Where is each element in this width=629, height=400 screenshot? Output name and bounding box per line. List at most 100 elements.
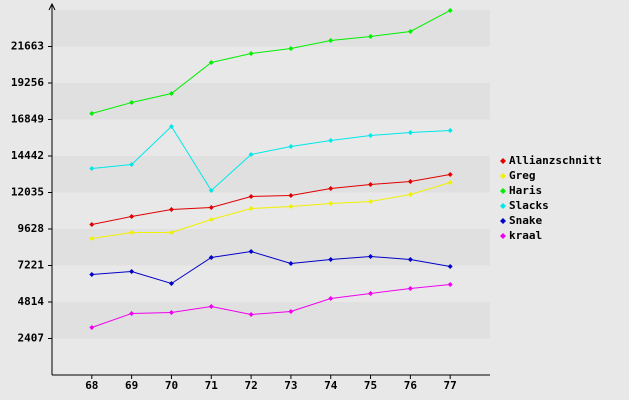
data-point	[208, 187, 214, 193]
data-point	[248, 151, 254, 157]
plot-stripe	[52, 156, 490, 193]
x-tick-label: 71	[205, 379, 219, 392]
legend-marker	[500, 203, 506, 209]
data-point	[288, 308, 294, 314]
data-point	[248, 50, 254, 56]
data-point	[328, 256, 334, 262]
plot-stripe	[52, 46, 490, 83]
legend-label: Snake	[509, 214, 542, 227]
data-point	[129, 161, 135, 167]
data-point	[89, 221, 95, 227]
y-tick-label: 16849	[11, 113, 44, 126]
data-point	[328, 185, 334, 191]
data-point	[407, 28, 413, 34]
plot-stripe	[52, 10, 490, 47]
data-point	[208, 303, 214, 309]
data-point	[407, 129, 413, 135]
data-point	[89, 271, 95, 277]
data-point	[129, 268, 135, 274]
data-point	[368, 33, 374, 39]
y-tick-label: 4814	[18, 295, 45, 308]
data-point	[168, 309, 174, 315]
data-point	[129, 213, 135, 219]
plot-stripe	[52, 119, 490, 156]
plot-stripe	[52, 229, 490, 266]
data-point	[447, 7, 453, 13]
plot-stripe	[52, 265, 490, 302]
legend-marker	[500, 158, 506, 164]
plot-stripe	[52, 338, 490, 375]
data-point	[447, 179, 453, 185]
data-point	[407, 256, 413, 262]
series-line	[91, 173, 451, 225]
data-point	[447, 282, 453, 288]
series-line	[91, 182, 451, 239]
legend-marker	[500, 173, 506, 179]
data-point	[288, 203, 294, 209]
data-point	[368, 198, 374, 204]
legend-label: Greg	[509, 169, 536, 182]
data-point	[89, 110, 95, 116]
data-point	[208, 254, 214, 260]
data-point	[447, 127, 453, 133]
x-tick-label: 69	[125, 379, 138, 392]
data-point	[168, 90, 174, 96]
x-tick-label: 75	[364, 379, 377, 392]
data-point	[407, 178, 413, 184]
legend-label: Slacks	[509, 199, 549, 212]
legend-marker	[500, 218, 506, 224]
legend-marker	[500, 233, 506, 239]
y-tick-label: 9628	[18, 222, 45, 235]
x-tick-label: 77	[444, 379, 457, 392]
series-line	[91, 250, 451, 285]
data-point	[89, 324, 95, 330]
data-point	[248, 311, 254, 317]
x-tick-label: 68	[85, 379, 98, 392]
legend-label: Allianzschnitt	[509, 154, 602, 167]
legend-label: kraal	[509, 229, 542, 242]
data-point	[368, 181, 374, 187]
data-point	[288, 192, 294, 198]
series-line	[91, 10, 451, 114]
y-tick-label: 19256	[11, 76, 44, 89]
data-point	[407, 191, 413, 197]
x-tick-label: 72	[244, 379, 257, 392]
series-line	[91, 284, 451, 328]
data-point	[168, 280, 174, 286]
data-point	[89, 235, 95, 241]
data-point	[129, 310, 135, 316]
data-point	[288, 45, 294, 51]
data-point	[248, 248, 254, 254]
y-tick-label: 14442	[11, 149, 44, 162]
y-tick-label: 7221	[18, 259, 45, 272]
series-line	[91, 125, 451, 192]
data-point	[368, 290, 374, 296]
legend-marker	[500, 188, 506, 194]
data-point	[288, 260, 294, 266]
x-tick-label: 76	[404, 379, 418, 392]
data-point	[208, 216, 214, 222]
data-point	[89, 165, 95, 171]
data-point	[368, 132, 374, 138]
x-tick-label: 73	[284, 379, 297, 392]
data-point	[447, 171, 453, 177]
data-point	[328, 37, 334, 43]
data-point	[129, 229, 135, 235]
data-point	[407, 285, 413, 291]
data-point	[168, 206, 174, 212]
x-tick-label: 74	[324, 379, 338, 392]
data-point	[208, 59, 214, 65]
data-point	[368, 253, 374, 259]
y-axis-arrow	[48, 2, 56, 11]
data-point	[129, 99, 135, 105]
data-point	[328, 200, 334, 206]
legend-label: Haris	[509, 184, 542, 197]
plot-stripe	[52, 302, 490, 339]
data-point	[208, 204, 214, 210]
y-tick-label: 2407	[18, 332, 45, 345]
data-point	[248, 193, 254, 199]
data-point	[168, 123, 174, 129]
y-tick-label: 21663	[11, 40, 44, 53]
x-tick-label: 70	[165, 379, 178, 392]
